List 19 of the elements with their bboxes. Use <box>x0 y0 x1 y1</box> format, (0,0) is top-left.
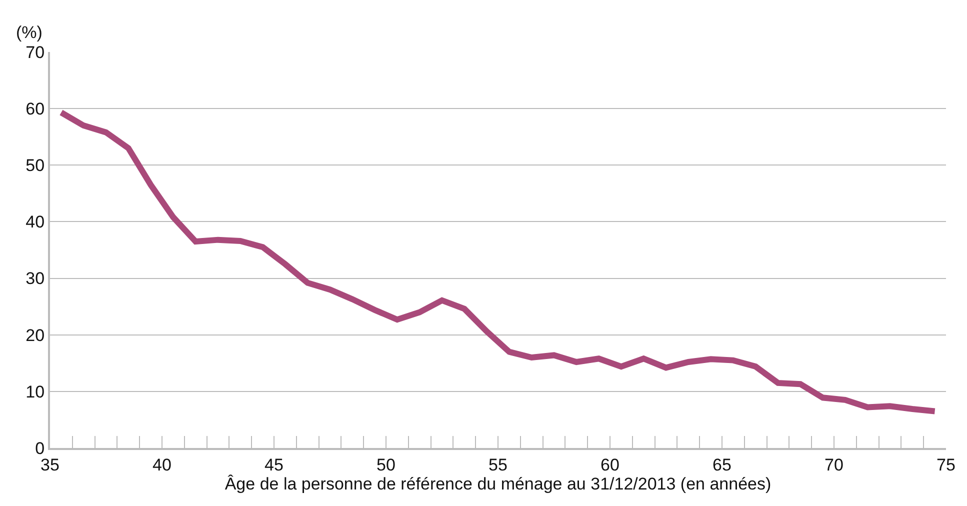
x-tick-label: 50 <box>376 455 396 474</box>
y-tick-label: 0 <box>35 438 45 458</box>
y-tick-label: 10 <box>26 382 45 402</box>
x-tick-label: 65 <box>712 455 732 474</box>
x-tick-label: 70 <box>824 455 844 474</box>
x-tick-label: 40 <box>152 455 172 474</box>
x-tick-label: 60 <box>600 455 620 474</box>
x-tick-label: 35 <box>40 455 60 474</box>
x-tick-label: 75 <box>936 455 956 474</box>
y-tick-label: 60 <box>26 100 45 119</box>
y-tick-label: 30 <box>26 269 45 288</box>
y-axis-title: (%) <box>16 23 42 42</box>
x-axis-title: Âge de la personne de référence du ménage au 31/12/2013 (en années) <box>224 474 772 494</box>
x-tick-label: 55 <box>488 455 508 474</box>
x-tick-label: 45 <box>264 455 284 474</box>
y-tick-label: 50 <box>26 156 45 176</box>
y-tick-label: 70 <box>26 42 45 62</box>
y-tick-label: 20 <box>26 326 45 345</box>
y-tick-label: 40 <box>26 212 45 232</box>
